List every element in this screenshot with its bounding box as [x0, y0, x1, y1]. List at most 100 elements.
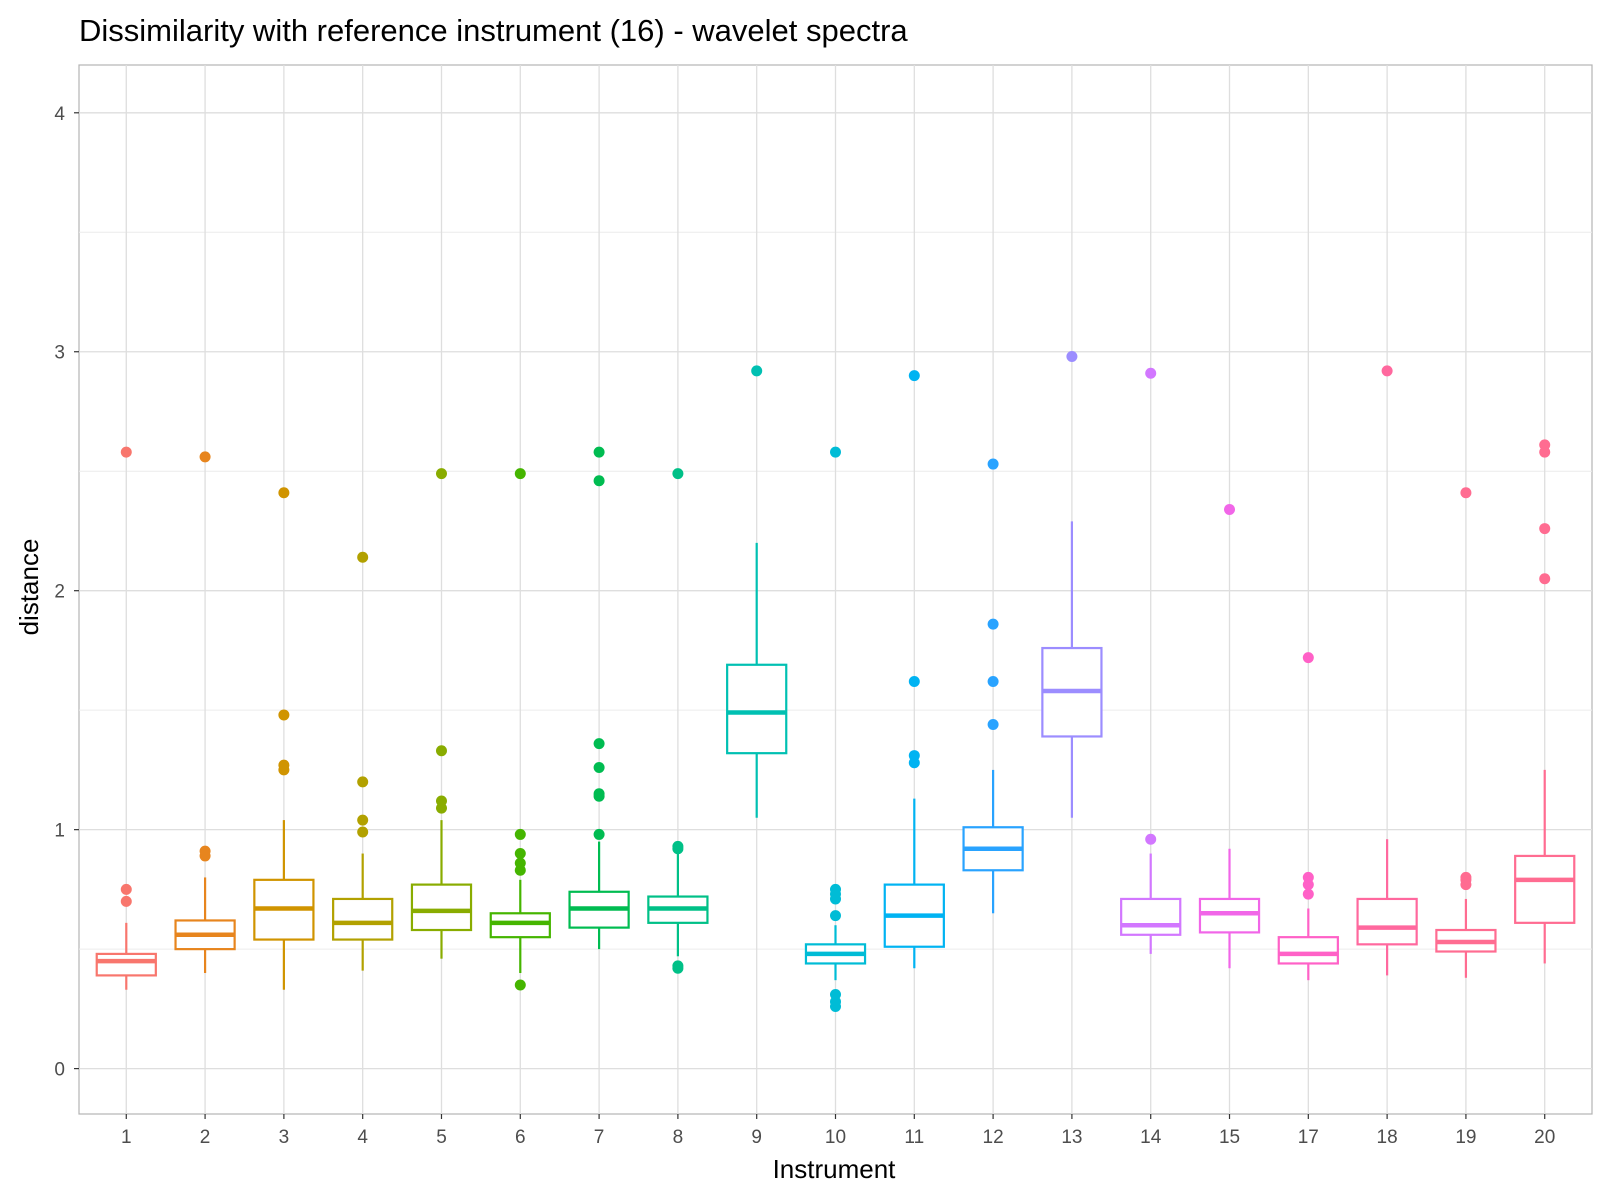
x-tick-label: 11	[904, 1127, 924, 1148]
outlier-point	[1381, 365, 1393, 377]
outlier-point	[751, 365, 763, 377]
outlier-point	[593, 446, 605, 458]
x-tick-label: 12	[983, 1127, 1004, 1148]
outlier-point	[514, 979, 526, 991]
outlier-point	[672, 468, 684, 480]
x-tick-label: 3	[279, 1127, 290, 1148]
outlier-point	[672, 960, 684, 972]
grid-lines	[79, 65, 1592, 1114]
box-6	[489, 468, 551, 991]
outlier-point	[357, 826, 369, 838]
outlier-point	[120, 883, 132, 895]
outlier-point	[908, 750, 920, 762]
y-axis-title: distance	[14, 539, 44, 636]
outlier-point	[908, 370, 920, 382]
outlier-point	[1460, 871, 1472, 883]
outlier-point	[672, 840, 684, 852]
outlier-point	[830, 446, 841, 458]
outlier-point	[1460, 487, 1472, 499]
x-tick-label: 10	[825, 1127, 846, 1148]
box-iqr	[489, 912, 551, 939]
box-15	[1198, 503, 1261, 969]
box-iqr	[1198, 897, 1261, 934]
x-axis-title: Instrument	[773, 1154, 897, 1184]
outlier-point	[1539, 573, 1551, 585]
box-iqr	[1514, 854, 1576, 924]
box-19	[1435, 487, 1497, 978]
box-iqr	[1277, 936, 1339, 965]
outlier-point	[830, 883, 841, 895]
outlier-point	[1302, 888, 1314, 900]
outlier-point	[435, 468, 447, 480]
outlier-point	[830, 989, 841, 1001]
box-9	[726, 365, 788, 818]
outlier-point	[908, 675, 920, 687]
box-iqr	[1356, 897, 1418, 946]
x-tick-label: 8	[673, 1127, 684, 1148]
outlier-point	[278, 759, 290, 771]
outlier-point	[435, 795, 447, 807]
outlier-point	[830, 910, 841, 922]
outlier-point	[435, 745, 447, 757]
outlier-point	[357, 814, 369, 826]
outlier-point	[199, 845, 211, 857]
box-5	[410, 468, 473, 959]
x-tick-label: 19	[1455, 1127, 1476, 1148]
box-20	[1514, 439, 1576, 964]
y-axis-ticks: 0 1 2 3 4	[54, 104, 79, 1081]
box-18	[1356, 365, 1418, 976]
box-iqr	[95, 952, 157, 977]
outlier-point	[514, 828, 526, 840]
outlier-point	[278, 487, 290, 499]
chart-title: Dissimilarity with reference instrument …	[79, 13, 908, 48]
box-13	[1041, 351, 1103, 818]
y-tick-label: 0	[54, 1060, 65, 1081]
box-3	[253, 487, 315, 990]
outlier-point	[120, 446, 132, 458]
outlier-point	[514, 468, 526, 480]
outlier-point	[514, 848, 526, 860]
box-iqr	[410, 883, 473, 932]
x-tick-label: 20	[1534, 1127, 1555, 1148]
outlier-point	[514, 857, 526, 869]
x-tick-label: 13	[1061, 1127, 1082, 1148]
box-iqr	[1120, 897, 1182, 936]
outlier-point	[1066, 351, 1078, 363]
outlier-point	[593, 828, 605, 840]
box-17	[1277, 652, 1339, 981]
outlier-point	[357, 776, 369, 788]
box-iqr	[332, 897, 394, 941]
box-2	[174, 451, 236, 974]
x-tick-label: 4	[357, 1127, 368, 1148]
x-tick-label: 9	[751, 1127, 762, 1148]
box-11	[883, 370, 945, 969]
x-tick-label: 5	[436, 1127, 447, 1148]
box-4	[332, 551, 394, 971]
outlier-point	[1539, 523, 1551, 535]
outlier-point	[593, 738, 605, 750]
outlier-point	[1302, 652, 1314, 664]
box-8	[647, 468, 709, 974]
x-tick-label: 18	[1377, 1127, 1398, 1148]
outlier-point	[1302, 871, 1314, 883]
outlier-point	[120, 895, 132, 907]
outlier-point	[593, 762, 605, 774]
y-tick-label: 3	[54, 343, 65, 364]
x-tick-label: 17	[1298, 1127, 1319, 1148]
outlier-point	[1539, 439, 1551, 451]
outlier-point	[593, 475, 605, 487]
box-14	[1120, 367, 1182, 954]
x-tick-label: 14	[1140, 1127, 1162, 1148]
outlier-point	[593, 788, 605, 800]
box-iqr	[726, 663, 788, 755]
outlier-point	[987, 618, 999, 630]
outlier-point	[357, 551, 369, 563]
x-tick-label: 1	[121, 1127, 132, 1148]
outlier-point	[1145, 367, 1157, 379]
box-7	[568, 446, 630, 950]
y-tick-label: 1	[54, 821, 65, 842]
x-tick-label: 2	[200, 1127, 211, 1148]
x-tick-label: 6	[515, 1127, 526, 1148]
x-tick-label: 15	[1219, 1127, 1240, 1148]
